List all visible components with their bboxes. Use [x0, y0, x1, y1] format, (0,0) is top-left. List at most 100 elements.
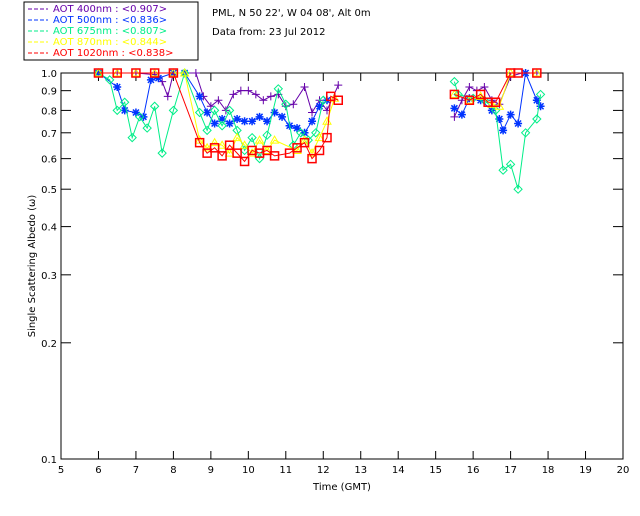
marker-square	[224, 140, 235, 150]
marker-square	[217, 151, 227, 161]
marker-star	[195, 92, 204, 101]
marker-square	[239, 156, 250, 167]
marker-square	[292, 143, 302, 153]
marker-diamond	[535, 89, 546, 100]
marker-square	[532, 68, 542, 78]
legend-box	[23, 1, 199, 61]
x-tick-label: 9	[208, 465, 214, 476]
marker-plus	[289, 100, 298, 109]
marker-triangle	[209, 137, 220, 147]
series-line	[98, 71, 324, 161]
marker-star	[457, 110, 466, 119]
marker-plus	[465, 82, 474, 91]
marker-square	[475, 89, 486, 100]
series-4	[93, 68, 542, 167]
marker-plus	[480, 82, 489, 91]
marker-square	[299, 137, 310, 148]
legend: AOT 400nm : <0.907>AOT 500nm : <0.836>AO…	[28, 4, 173, 59]
marker-diamond	[239, 145, 250, 156]
marker-square	[449, 89, 460, 100]
marker-diamond	[194, 107, 205, 118]
marker-diamond	[449, 76, 460, 87]
x-tick-label: 18	[542, 465, 555, 476]
marker-plus	[236, 86, 245, 95]
y-tick-label: 0.9	[41, 87, 57, 98]
marker-triangle	[449, 89, 460, 98]
marker-plus	[450, 112, 459, 121]
marker-square	[269, 151, 280, 161]
series-line	[453, 81, 542, 190]
x-tick-label: 14	[392, 465, 405, 476]
marker-star	[240, 117, 249, 126]
marker-diamond	[217, 121, 227, 131]
marker-triangle	[179, 67, 190, 77]
marker-star	[263, 117, 272, 126]
marker-star	[293, 124, 302, 133]
x-tick-label: 5	[58, 465, 64, 476]
x-tick-label: 17	[504, 465, 517, 476]
y-tick-label: 0.5	[41, 185, 57, 196]
marker-square	[131, 68, 141, 78]
marker-square	[307, 153, 317, 164]
marker-star	[532, 96, 541, 105]
marker-diamond	[311, 128, 321, 138]
marker-triangle	[487, 99, 497, 108]
marker-star	[495, 115, 504, 124]
x-tick-label: 7	[133, 465, 139, 476]
y-tick-label: 0.6	[41, 155, 57, 166]
marker-square	[168, 68, 179, 78]
marker-diamond	[296, 128, 306, 138]
marker-star	[120, 106, 129, 115]
marker-diamond	[112, 105, 122, 116]
x-tick-label: 11	[279, 465, 292, 476]
axes: 5 6 7 8 9 10 11 12 13 14 15 16 17 18 19 20 1.0 0.9 0.8 0.7 0…	[41, 69, 629, 476]
marker-square	[464, 95, 475, 105]
date-info: Data from: 23 Jul 2012	[212, 27, 325, 38]
marker-square	[232, 148, 242, 158]
marker-plus	[251, 90, 260, 99]
marker-plus	[158, 77, 167, 86]
x-tick-label: 16	[467, 465, 480, 476]
marker-diamond	[247, 132, 257, 143]
marker-diamond	[281, 99, 291, 109]
marker-diamond	[127, 132, 137, 143]
marker-star	[113, 82, 122, 91]
x-tick-label: 15	[429, 465, 442, 476]
marker-plus	[259, 96, 268, 105]
series-line	[453, 72, 537, 118]
series-line	[98, 72, 339, 114]
marker-star	[450, 104, 459, 113]
marker-square	[322, 132, 332, 143]
marker-diamond	[134, 112, 145, 122]
y-tick-label: 0.7	[41, 129, 57, 140]
marker-triangle	[262, 145, 272, 154]
y-tick-label: 0.3	[41, 271, 57, 282]
marker-diamond	[273, 84, 284, 94]
marker-square	[490, 97, 501, 107]
marker-square	[202, 148, 212, 158]
marker-diamond	[157, 148, 167, 158]
marker-plus	[191, 69, 200, 77]
marker-star	[154, 74, 163, 83]
marker-diamond	[513, 184, 523, 194]
marker-plus	[206, 102, 215, 111]
y-tick-label: 0.2	[41, 339, 57, 350]
site-info: PML, N 50 22', W 04 08', Alt 0m	[212, 8, 371, 19]
marker-star	[248, 117, 257, 126]
x-tick-label: 19	[579, 465, 592, 476]
marker-plus	[266, 92, 275, 101]
marker-triangle	[224, 148, 235, 157]
marker-diamond	[168, 105, 179, 116]
marker-square	[333, 95, 344, 105]
marker-diamond	[104, 75, 115, 85]
marker-diamond	[179, 68, 190, 78]
marker-square	[93, 68, 104, 78]
marker-square	[194, 137, 205, 148]
marker-star	[233, 115, 242, 124]
marker-star	[255, 112, 264, 121]
marker-triangle	[292, 145, 302, 154]
x-tick-label: 20	[617, 465, 630, 476]
marker-star	[225, 119, 234, 128]
marker-star	[270, 108, 279, 117]
